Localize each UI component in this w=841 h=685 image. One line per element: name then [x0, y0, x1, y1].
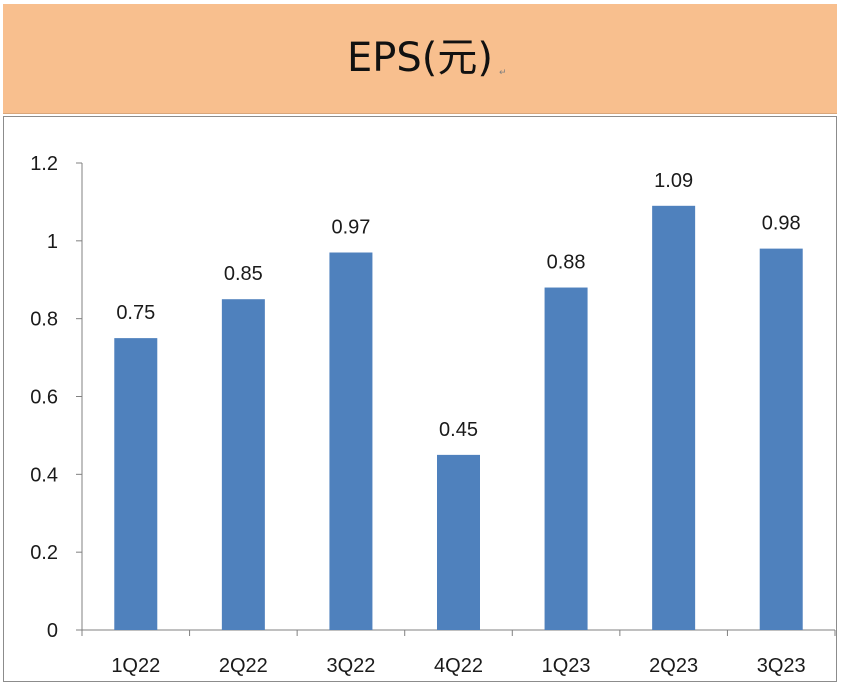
- x-category-label: 4Q22: [434, 655, 483, 677]
- chart-title: EPS(元): [347, 35, 493, 81]
- y-tick-label: 0.8: [30, 309, 58, 331]
- y-tick-label: 1.2: [30, 153, 58, 175]
- x-category-label: 3Q23: [757, 655, 806, 677]
- x-category-label: 1Q22: [111, 655, 160, 677]
- x-category-label: 2Q22: [219, 655, 268, 677]
- data-label: 0.75: [116, 302, 155, 324]
- data-label: 0.98: [762, 213, 801, 235]
- x-category-label: 1Q23: [542, 655, 591, 677]
- bar: [114, 338, 158, 630]
- bar: [329, 252, 373, 630]
- y-tick-label: 0.4: [30, 464, 58, 486]
- bar: [759, 248, 803, 630]
- x-category-label: 2Q23: [649, 655, 698, 677]
- y-tick-label: 0.2: [30, 542, 58, 564]
- data-label: 0.97: [331, 217, 370, 239]
- x-category-label: 3Q22: [326, 655, 375, 677]
- data-label: 0.85: [224, 263, 263, 285]
- data-label: 1.09: [654, 170, 693, 192]
- y-tick-label: 1: [47, 231, 58, 253]
- bar: [221, 299, 265, 630]
- y-tick-label: 0.6: [30, 387, 58, 409]
- y-tick-label: 0: [47, 620, 58, 642]
- bar: [652, 205, 696, 630]
- data-label: 0.45: [439, 419, 478, 441]
- bar: [437, 454, 480, 630]
- bar: [544, 287, 588, 630]
- title-band: EPS(元) ↵: [3, 4, 837, 114]
- paragraph-mark-icon: ↵: [499, 68, 507, 78]
- data-label: 0.88: [547, 252, 586, 274]
